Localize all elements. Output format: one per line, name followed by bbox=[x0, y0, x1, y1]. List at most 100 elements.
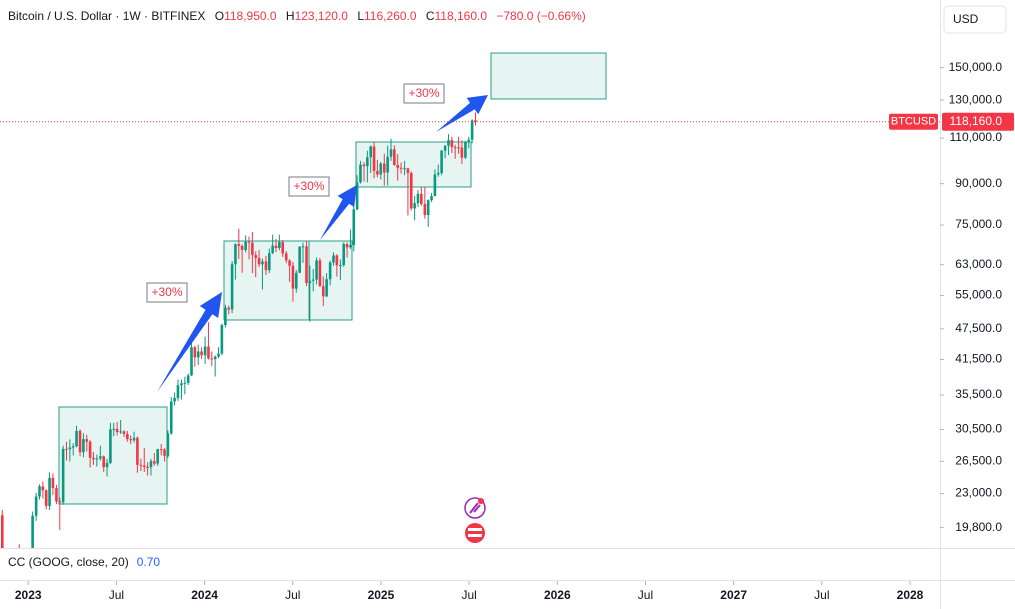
candle-body bbox=[305, 246, 308, 284]
x-tick-label: Jul bbox=[109, 588, 124, 602]
y-tick-label: 110,000.0 bbox=[950, 130, 1003, 144]
event-icon[interactable] bbox=[465, 523, 485, 543]
y-tick-label: 26,500.0 bbox=[955, 454, 1002, 468]
candle-body bbox=[126, 433, 129, 440]
candle-body bbox=[230, 264, 234, 310]
candle-body bbox=[180, 383, 183, 386]
ohlc-key: H bbox=[285, 9, 295, 23]
candle-body bbox=[68, 447, 72, 449]
candle-body bbox=[224, 307, 227, 326]
candle-body bbox=[109, 429, 112, 463]
x-tick-label: 2026 bbox=[544, 588, 571, 602]
candle-body bbox=[112, 428, 116, 430]
candle-body bbox=[213, 356, 217, 360]
candle-body bbox=[362, 164, 366, 167]
symbol-tag: BTCUSD bbox=[891, 116, 936, 128]
candle-body bbox=[355, 182, 359, 210]
candle-body bbox=[284, 253, 288, 261]
candles bbox=[0, 112, 477, 548]
candle-body bbox=[78, 430, 82, 453]
y-tick-label: 35,500.0 bbox=[955, 387, 1002, 401]
candle-body bbox=[58, 501, 62, 503]
candle-body bbox=[169, 401, 173, 434]
arrows bbox=[157, 95, 488, 392]
y-tick-label: 75,000.0 bbox=[955, 217, 1002, 231]
candle-body bbox=[190, 347, 193, 376]
x-tick-label: 2027 bbox=[720, 588, 747, 602]
currency-button[interactable] bbox=[943, 5, 1007, 34]
x-tick-label: 2023 bbox=[15, 588, 42, 602]
candle-body bbox=[34, 496, 38, 516]
y-tick-label: 19,800.0 bbox=[955, 520, 1002, 534]
candle-body bbox=[274, 245, 278, 248]
candle-body bbox=[55, 488, 58, 502]
candle-body bbox=[105, 462, 109, 468]
y-tick-label: 130,000.0 bbox=[949, 92, 1003, 106]
candle-body bbox=[264, 261, 268, 271]
annotation-box bbox=[288, 176, 330, 197]
y-tick-label: 150,000.0 bbox=[949, 60, 1003, 74]
candle-body bbox=[420, 193, 423, 204]
candle-body bbox=[379, 163, 383, 175]
candle-body bbox=[406, 168, 410, 174]
candle-body bbox=[308, 280, 312, 284]
overlay: BTCUSD 118,160.0 +30% +30% +30% bbox=[0, 83, 1014, 303]
x-tick-label: Jul bbox=[638, 588, 653, 602]
candle-body bbox=[244, 241, 247, 251]
annotation-box bbox=[403, 83, 445, 104]
ohlc-value: 118,160.0 bbox=[434, 9, 488, 23]
event-icon-dot bbox=[478, 498, 484, 504]
candle-body bbox=[376, 170, 379, 175]
annotation: +30% bbox=[408, 86, 439, 100]
y-tick-label: 55,000.0 bbox=[955, 288, 1002, 302]
candle-body bbox=[318, 260, 322, 287]
candle-body bbox=[95, 458, 99, 460]
annotation-box bbox=[146, 282, 188, 303]
range-box bbox=[223, 240, 353, 321]
candle-body bbox=[460, 147, 464, 158]
symbol-title: Bitcoin / U.S. Dollar · 1W · BITFINEX bbox=[8, 9, 206, 23]
candle-body bbox=[345, 244, 349, 248]
candle-body bbox=[335, 255, 339, 266]
candle-body bbox=[85, 439, 89, 442]
candle-body bbox=[129, 439, 132, 441]
last-price-tag: 118,160.0 bbox=[950, 114, 1003, 128]
ohlc-key: C bbox=[425, 9, 435, 23]
x-tick-label: Jul bbox=[285, 588, 300, 602]
candle-body bbox=[268, 253, 271, 271]
candle-body bbox=[61, 448, 65, 503]
candle-body bbox=[352, 209, 356, 246]
candle-body bbox=[386, 156, 389, 173]
candle-body bbox=[453, 147, 457, 149]
candle-body bbox=[196, 351, 200, 358]
candle-body bbox=[294, 272, 298, 289]
candle-body bbox=[173, 398, 176, 402]
candle-body bbox=[447, 140, 450, 146]
candle-body bbox=[291, 265, 295, 289]
candle-body bbox=[467, 139, 471, 142]
candle-body bbox=[139, 464, 143, 466]
range-box bbox=[490, 52, 607, 100]
event-icon-glyph bbox=[468, 528, 482, 531]
event-icon-glyph bbox=[468, 534, 482, 537]
candle-body bbox=[399, 167, 403, 169]
indicator-label: CC (GOOG, close, 20) bbox=[8, 555, 129, 569]
candle-body bbox=[413, 203, 416, 209]
candle-body bbox=[237, 244, 241, 246]
x-tick-label: Jul bbox=[461, 588, 476, 602]
x-tick-label: 2028 bbox=[897, 588, 924, 602]
candle-body bbox=[372, 146, 376, 171]
ohlc-value: 116,260.0 bbox=[364, 9, 417, 23]
candle-body bbox=[440, 150, 443, 174]
ohlc-value: 123,120.0 bbox=[294, 9, 348, 23]
last-price-tag-bg bbox=[942, 112, 1014, 131]
candle-body bbox=[436, 173, 440, 175]
candle-body bbox=[339, 265, 342, 267]
candle-body bbox=[342, 244, 346, 266]
candle-body bbox=[156, 449, 159, 464]
candle-body bbox=[183, 382, 187, 384]
x-tick-label: Jul bbox=[814, 588, 829, 602]
candle-body bbox=[403, 168, 406, 170]
candle-body bbox=[41, 486, 45, 491]
